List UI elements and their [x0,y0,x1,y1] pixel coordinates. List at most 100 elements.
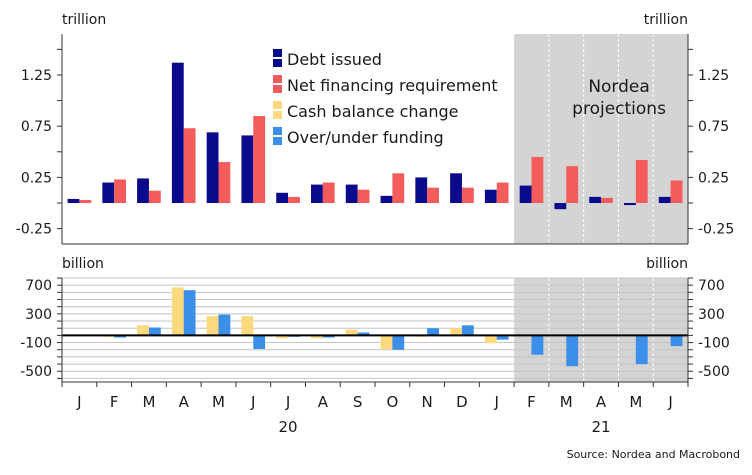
bar-debt-issued-8 [345,184,358,204]
legend-swatch [273,75,282,83]
bar-debt-issued-14 [554,203,567,210]
bar-over-under-funding-3 [183,290,196,336]
bar-debt-issued-10 [415,177,428,204]
bar-debt-issued-2 [137,178,149,204]
month-label: M [629,393,642,411]
bar-debt-issued-5 [241,135,254,204]
legend-swatch [273,101,282,109]
bar-debt-issued-1 [102,182,115,204]
bar-net-financing-requirement-16 [635,160,648,204]
unit-label-left: trillion [62,12,106,28]
month-label: F [110,393,119,411]
bar-over-under-funding-14 [566,335,579,367]
bar-net-financing-requirement-13 [531,156,544,204]
unit-label-right: billion [646,256,688,272]
month-label: J [667,393,672,411]
bar-debt-issued-7 [311,184,323,204]
bar-cash-balance-change-4 [206,316,219,336]
source-note: Source: Nordea and Macrobond [567,448,740,461]
annotation-text: Nordea [588,77,649,97]
left-tick-label: -500 [20,364,52,380]
month-label: D [456,393,468,411]
year-label: 21 [592,418,611,436]
legend-label: Debt issued [287,50,382,69]
bar-net-financing-requirement-1 [114,179,126,204]
month-label: J [250,393,255,411]
legend-swatch [273,111,282,119]
left-tick-label: -0.25 [16,222,52,238]
month-label: S [353,393,363,411]
bar-debt-issued-11 [450,173,462,204]
month-label: A [179,393,190,411]
bar-over-under-funding-5 [253,335,266,350]
month-label: J [494,393,499,411]
month-label: O [386,393,398,411]
bar-debt-issued-4 [206,132,219,204]
bar-cash-balance-change-11 [450,328,462,336]
legend-swatch [273,127,282,135]
bar-debt-issued-9 [380,195,393,204]
bar-net-financing-requirement-5 [253,115,266,204]
bar-cash-balance-change-3 [171,287,184,336]
bar-over-under-funding-8 [357,332,370,336]
bar-debt-issued-17 [658,196,671,204]
bar-net-financing-requirement-10 [427,187,439,204]
month-label: N [422,393,433,411]
projection-shade [514,34,688,244]
bar-over-under-funding-1 [114,335,126,338]
left-tick-label: 0.75 [21,119,52,135]
legend-swatch [273,59,282,67]
month-label: M [560,393,573,411]
bar-over-under-funding-9 [392,335,405,350]
left-tick-label: 1.25 [21,68,52,84]
bar-cash-balance-change-9 [380,335,393,350]
bar-over-under-funding-16 [635,335,648,365]
bar-debt-issued-6 [276,192,289,204]
left-tick-label: 700 [25,278,52,294]
bar-net-financing-requirement-4 [218,162,231,204]
legend-swatch [273,49,282,57]
bar-over-under-funding-2 [148,327,161,336]
bar-net-financing-requirement-8 [357,189,370,204]
bar-over-under-funding-4 [218,314,231,336]
month-label: F [527,393,536,411]
bar-cash-balance-change-12 [484,335,497,344]
bar-over-under-funding-11 [461,325,474,336]
annotation-text: projections [572,99,666,119]
right-tick-label: 1.25 [698,68,729,84]
right-tick-label: 0.25 [698,170,729,186]
bar-net-financing-requirement-2 [148,190,161,204]
unit-label-left: billion [62,256,104,272]
left-tick-label: 300 [25,307,52,323]
year-label: 20 [279,418,298,436]
bar-over-under-funding-10 [427,328,439,336]
month-label: M [212,393,225,411]
left-tick-label: 0.25 [21,170,52,186]
bar-over-under-funding-17 [670,335,683,347]
bar-cash-balance-change-6 [276,335,289,339]
top-panel: -0.25 -0.25 0.25 0.25 0.75 0.75 1.25 1.25 trilli… [16,12,734,245]
bar-cash-balance-change-5 [241,316,254,336]
bar-cash-balance-change-2 [137,325,149,336]
bar-cash-balance-change-8 [345,329,358,336]
x-axis: J F M A M J J A S O N D J F M A M J 20 21 [61,381,689,436]
bar-net-financing-requirement-15 [601,197,613,204]
right-tick-label: 300 [698,307,725,323]
bar-debt-issued-0 [67,198,80,204]
legend-label: Over/under funding [287,128,444,147]
bottom-panel: -500 -500 -100 -100 300 300 700 700 billion billi… [20,256,730,382]
legend-label: Net financing requirement [287,76,498,95]
bar-debt-issued-15 [589,196,602,204]
bar-over-under-funding-12 [496,335,509,340]
unit-label-right: trillion [644,12,688,28]
bar-net-financing-requirement-6 [288,196,300,204]
month-label: J [285,393,290,411]
month-label: A [596,393,607,411]
month-label: M [142,393,155,411]
bar-net-financing-requirement-11 [461,187,474,204]
month-label: A [318,393,329,411]
right-tick-label: 0.75 [698,119,729,135]
legend-swatch [273,85,282,93]
bar-debt-issued-3 [171,62,184,204]
bar-net-financing-requirement-12 [496,182,509,204]
